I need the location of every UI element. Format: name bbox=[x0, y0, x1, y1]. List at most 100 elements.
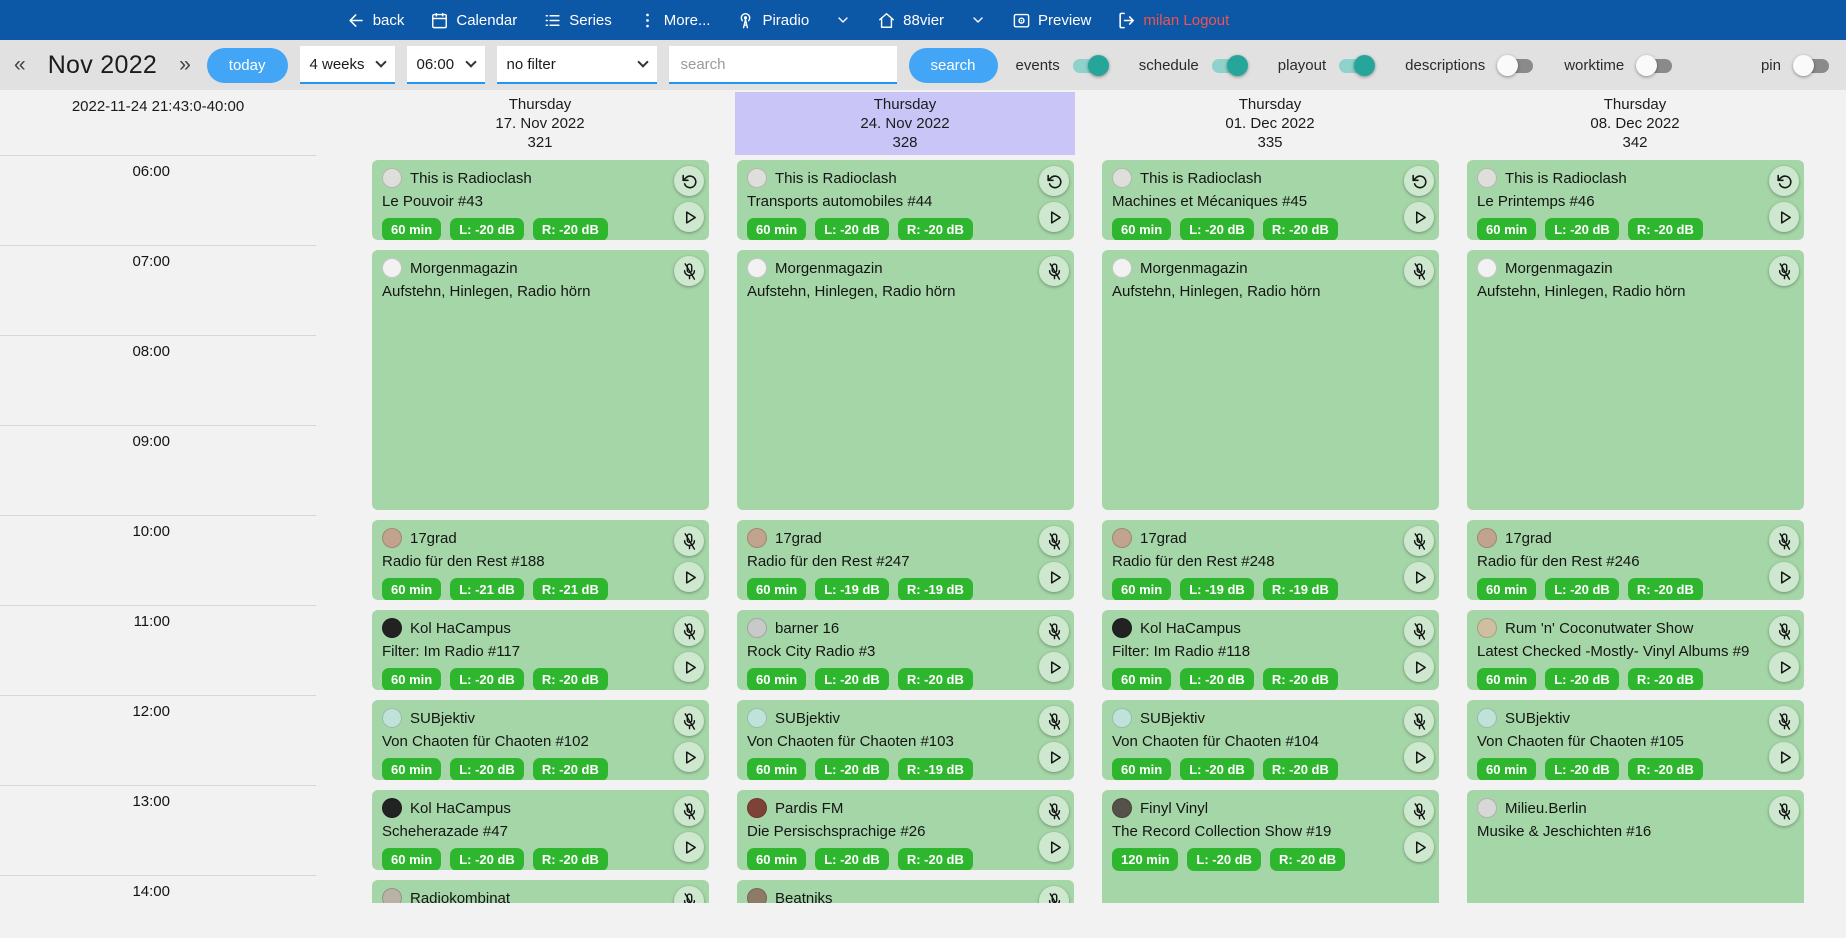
search-button[interactable]: search bbox=[908, 47, 998, 83]
repeat-icon[interactable] bbox=[1404, 166, 1434, 196]
event-card[interactable]: Morgenmagazin Aufstehn, Hinlegen, Radio h… bbox=[737, 250, 1074, 510]
event-card[interactable]: Beatniks bbox=[737, 880, 1074, 903]
preview-button[interactable]: Preview bbox=[1012, 11, 1091, 30]
event-card[interactable]: barner 16 Rock City Radio #3 60 min L: -20 … bbox=[737, 610, 1074, 690]
range-select[interactable]: 4 weeks bbox=[299, 46, 395, 84]
play-icon[interactable] bbox=[674, 562, 704, 592]
event-card[interactable]: Radiokombinat bbox=[372, 880, 709, 903]
event-card[interactable]: SUBjektiv Von Chaoten für Chaoten #104 60 … bbox=[1102, 700, 1439, 780]
play-icon[interactable] bbox=[1039, 562, 1069, 592]
play-icon[interactable] bbox=[1039, 832, 1069, 862]
mic-off-icon[interactable] bbox=[1039, 706, 1069, 736]
back-button[interactable]: back bbox=[347, 11, 404, 30]
mic-off-icon[interactable] bbox=[1404, 256, 1434, 286]
level-left-badge: L: -20 dB bbox=[815, 848, 889, 870]
event-card[interactable]: Kol HaCampus Filter: Im Radio #118 60 min L… bbox=[1102, 610, 1439, 690]
mic-off-icon[interactable] bbox=[1769, 706, 1799, 736]
playout-toggle[interactable] bbox=[1338, 54, 1376, 76]
mic-off-icon[interactable] bbox=[1769, 526, 1799, 556]
event-card[interactable]: This is Radioclash Le Pouvoir #43 60 min L:… bbox=[372, 160, 709, 240]
mic-off-icon[interactable] bbox=[1769, 616, 1799, 646]
mic-off-icon[interactable] bbox=[674, 256, 704, 286]
channel-select[interactable]: 88vier bbox=[877, 11, 944, 30]
mic-off-icon[interactable] bbox=[674, 796, 704, 826]
play-icon[interactable] bbox=[674, 652, 704, 682]
event-card[interactable]: Pardis FM Die Persischsprachige #26 60 min… bbox=[737, 790, 1074, 870]
mic-off-icon[interactable] bbox=[1404, 796, 1434, 826]
filter-select[interactable]: no filter bbox=[496, 46, 657, 84]
event-card[interactable]: This is Radioclash Transports automobiles… bbox=[737, 160, 1074, 240]
event-card[interactable]: Rum 'n' Coconutwater Show Latest Checked … bbox=[1467, 610, 1804, 690]
logout-button[interactable]: milan Logout bbox=[1117, 11, 1229, 30]
play-icon[interactable] bbox=[1769, 202, 1799, 232]
prev-month-button[interactable]: « bbox=[14, 53, 26, 76]
mic-off-icon[interactable] bbox=[1769, 256, 1799, 286]
next-month-button[interactable]: » bbox=[179, 53, 191, 76]
mic-off-icon[interactable] bbox=[1039, 886, 1069, 903]
event-card[interactable]: SUBjektiv Von Chaoten für Chaoten #102 60 … bbox=[372, 700, 709, 780]
event-card[interactable]: This is Radioclash Le Printemps #46 60 min… bbox=[1467, 160, 1804, 240]
repeat-icon[interactable] bbox=[1769, 166, 1799, 196]
descriptions-toggle[interactable] bbox=[1497, 54, 1534, 76]
play-icon[interactable] bbox=[1404, 652, 1434, 682]
events-toggle[interactable] bbox=[1072, 54, 1109, 76]
nav-series[interactable]: Series bbox=[543, 11, 612, 30]
today-button[interactable]: today bbox=[206, 47, 288, 83]
worktime-toggle[interactable] bbox=[1636, 54, 1673, 76]
mic-off-icon[interactable] bbox=[1404, 616, 1434, 646]
toggle-thumb bbox=[1087, 54, 1109, 76]
nav-more[interactable]: More... bbox=[638, 11, 710, 30]
mic-off-icon[interactable] bbox=[674, 616, 704, 646]
play-icon[interactable] bbox=[1769, 742, 1799, 772]
play-icon[interactable] bbox=[1404, 742, 1434, 772]
event-card[interactable]: Morgenmagazin Aufstehn, Hinlegen, Radio h… bbox=[372, 250, 709, 510]
event-card[interactable]: SUBjektiv Von Chaoten für Chaoten #103 60 … bbox=[737, 700, 1074, 780]
event-card[interactable]: Milieu.Berlin Musike & Jeschichten #16 bbox=[1467, 790, 1804, 903]
mic-off-icon[interactable] bbox=[1039, 616, 1069, 646]
event-card[interactable]: 17grad Radio für den Rest #246 60 min L: -2… bbox=[1467, 520, 1804, 600]
play-icon[interactable] bbox=[1039, 742, 1069, 772]
event-card[interactable]: Morgenmagazin Aufstehn, Hinlegen, Radio h… bbox=[1467, 250, 1804, 510]
mic-off-icon[interactable] bbox=[1404, 526, 1434, 556]
mic-off-icon[interactable] bbox=[1039, 256, 1069, 286]
nav-calendar[interactable]: Calendar bbox=[430, 11, 517, 30]
mic-off-icon[interactable] bbox=[674, 706, 704, 736]
station-dropdown-chevron[interactable] bbox=[835, 12, 851, 28]
repeat-icon[interactable] bbox=[674, 166, 704, 196]
event-card[interactable]: 17grad Radio für den Rest #248 60 min L: -1… bbox=[1102, 520, 1439, 600]
mic-off-icon[interactable] bbox=[674, 526, 704, 556]
mic-off-icon[interactable] bbox=[1769, 796, 1799, 826]
repeat-icon[interactable] bbox=[1039, 166, 1069, 196]
show-name: SUBjektiv bbox=[1505, 709, 1571, 727]
event-card[interactable]: 17grad Radio für den Rest #247 60 min L: -1… bbox=[737, 520, 1074, 600]
play-icon[interactable] bbox=[1769, 562, 1799, 592]
station-select[interactable]: Piradio bbox=[736, 11, 809, 30]
event-card[interactable]: SUBjektiv Von Chaoten für Chaoten #105 60 … bbox=[1467, 700, 1804, 780]
search-input[interactable] bbox=[668, 46, 897, 84]
play-icon[interactable] bbox=[674, 832, 704, 862]
mic-off-icon[interactable] bbox=[674, 886, 704, 903]
card-icon-stack bbox=[1404, 166, 1434, 232]
play-icon[interactable] bbox=[1039, 202, 1069, 232]
event-card[interactable]: This is Radioclash Machines et Mécaniques… bbox=[1102, 160, 1439, 240]
play-icon[interactable] bbox=[674, 742, 704, 772]
mic-off-icon[interactable] bbox=[1404, 706, 1434, 736]
play-icon[interactable] bbox=[1404, 832, 1434, 862]
play-icon[interactable] bbox=[674, 202, 704, 232]
event-card[interactable]: Morgenmagazin Aufstehn, Hinlegen, Radio h… bbox=[1102, 250, 1439, 510]
schedule-toggle[interactable] bbox=[1211, 54, 1248, 76]
play-icon[interactable] bbox=[1404, 202, 1434, 232]
event-card[interactable]: Finyl Vinyl The Record Collection Show #1… bbox=[1102, 790, 1439, 903]
event-card[interactable]: Kol HaCampus Filter: Im Radio #117 60 min L… bbox=[372, 610, 709, 690]
mic-off-icon[interactable] bbox=[1039, 796, 1069, 826]
start-time-select[interactable]: 06:00 bbox=[406, 46, 485, 84]
event-card[interactable]: 17grad Radio für den Rest #188 60 min L: -2… bbox=[372, 520, 709, 600]
play-icon[interactable] bbox=[1404, 562, 1434, 592]
event-card[interactable]: Kol HaCampus Scheherazade #47 60 min L: -20… bbox=[372, 790, 709, 870]
play-icon[interactable] bbox=[1039, 652, 1069, 682]
pin-toggle[interactable] bbox=[1793, 54, 1830, 76]
channel-dropdown-chevron[interactable] bbox=[970, 12, 986, 28]
card-icon-stack bbox=[674, 796, 704, 862]
play-icon[interactable] bbox=[1769, 652, 1799, 682]
mic-off-icon[interactable] bbox=[1039, 526, 1069, 556]
